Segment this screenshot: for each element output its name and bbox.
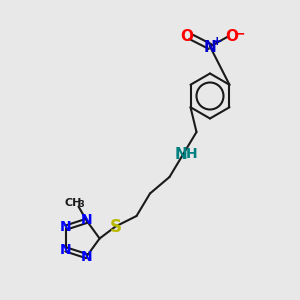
Text: O: O <box>225 29 239 44</box>
Text: N: N <box>59 220 71 234</box>
Text: N: N <box>81 213 93 227</box>
Text: O: O <box>180 29 193 44</box>
Text: N: N <box>81 250 93 264</box>
Text: +: + <box>211 34 222 48</box>
Text: 3: 3 <box>78 200 84 209</box>
Text: N: N <box>204 40 216 55</box>
Text: S: S <box>110 218 122 236</box>
Text: −: − <box>234 26 245 40</box>
Text: N: N <box>59 243 71 257</box>
Text: CH: CH <box>64 198 82 208</box>
Text: N: N <box>175 147 188 162</box>
Text: H: H <box>186 148 197 161</box>
